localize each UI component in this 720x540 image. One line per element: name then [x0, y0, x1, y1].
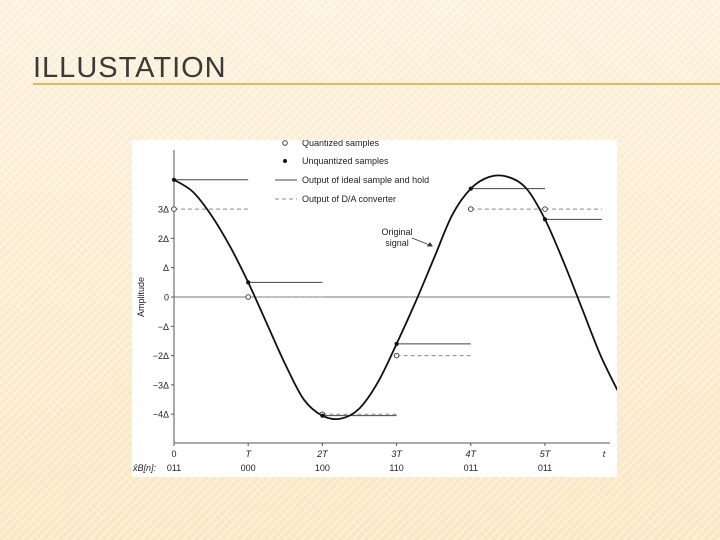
unquantized-sample-point	[468, 186, 473, 191]
legend-open-circle-marker	[282, 140, 288, 146]
y-tick-label: −4Δ	[153, 410, 169, 420]
code-value: 011	[464, 463, 478, 473]
code-value: 011	[167, 463, 181, 473]
x-tick-label: 5T	[540, 449, 552, 459]
unquantized-sample-point	[542, 217, 548, 222]
chart-svg: 3Δ 2Δ Δ 0 −Δ −2Δ −3Δ −4Δ Amplitude 0 T 2T 3T 4T 5T t x̂B…	[132, 140, 617, 473]
title-underline	[33, 83, 720, 85]
y-axis-label: Amplitude	[136, 277, 146, 317]
quantized-sample-point	[393, 352, 400, 359]
x-tick-label: 4T	[466, 449, 478, 459]
code-value: 110	[389, 463, 403, 473]
y-tick-label: −3Δ	[153, 380, 169, 390]
legend-dot-marker	[283, 159, 287, 163]
quantized-sample-point	[171, 206, 177, 212]
quantized-sample-point	[468, 206, 474, 212]
legend-label: Quantized samples	[302, 140, 380, 148]
annotation-text: signal	[385, 238, 409, 248]
unquantized-sample-point	[171, 177, 177, 182]
y-tick-label: −Δ	[158, 322, 169, 332]
y-tick-label: Δ	[163, 263, 169, 273]
x-tick-label: 2T	[316, 449, 329, 459]
code-value: 100	[315, 463, 330, 473]
y-tick-label: 0	[164, 293, 169, 303]
chart-figure: 3Δ 2Δ Δ 0 −Δ −2Δ −3Δ −4Δ Amplitude 0 T 2T 3T 4T 5T t x̂B…	[132, 140, 617, 477]
annotation-text: Original	[381, 227, 412, 237]
x-tick-label: T	[245, 449, 252, 459]
code-value: 011	[538, 463, 552, 473]
x-tick-label: 0	[171, 449, 176, 459]
annotation-arrowhead	[427, 242, 433, 247]
y-tick-label: −2Δ	[153, 351, 169, 361]
quantized-sample-point	[542, 206, 548, 212]
legend-label: Output of D/A converter	[302, 194, 396, 204]
x-tick-label: 3T	[391, 449, 403, 459]
unquantized-sample-point	[320, 413, 325, 418]
legend-label: Output of ideal sample and hold	[302, 175, 429, 185]
legend-label: Unquantized samples	[302, 156, 389, 166]
y-tick-label: 2Δ	[158, 234, 169, 244]
quantized-sample-point	[245, 294, 251, 300]
unquantized-sample-point	[394, 341, 399, 346]
y-tick-label: 3Δ	[158, 205, 169, 215]
x-tick-label: t	[603, 449, 606, 459]
slide-title: ILLUSTATION	[33, 52, 227, 84]
code-value: 000	[241, 463, 256, 473]
codes-label: x̂B[n]:	[132, 463, 157, 473]
unquantized-sample-point	[246, 280, 251, 285]
